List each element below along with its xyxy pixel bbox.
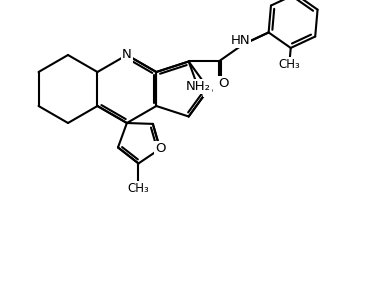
Text: HN: HN [230, 34, 250, 47]
Text: O: O [155, 142, 165, 155]
Text: S: S [204, 82, 213, 96]
Text: CH₃: CH₃ [278, 58, 300, 71]
Text: O: O [218, 77, 229, 90]
Text: CH₃: CH₃ [128, 182, 149, 195]
Text: NH₂: NH₂ [186, 80, 211, 93]
Text: N: N [122, 49, 132, 61]
